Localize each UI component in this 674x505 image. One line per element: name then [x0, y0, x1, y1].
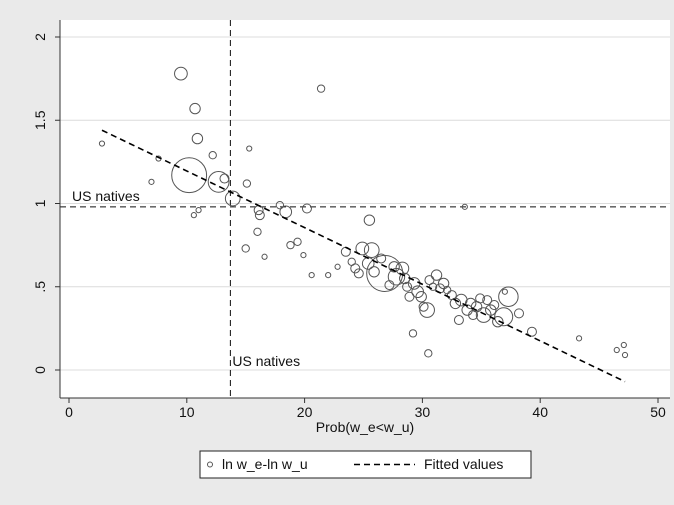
scatter-point — [219, 173, 230, 184]
legend: ln w_e-ln w_u Fitted values — [199, 450, 532, 479]
scatter-point — [308, 271, 315, 279]
scatter-point — [353, 268, 364, 279]
scatter-point — [489, 300, 500, 311]
y-tick-label: 1.5 — [32, 110, 48, 130]
scatter-point — [191, 132, 204, 145]
gridlines — [60, 36, 670, 371]
scatter-point — [189, 102, 201, 115]
scatter-point — [195, 207, 202, 214]
scatter-point — [254, 210, 265, 221]
scatter-point — [174, 66, 188, 81]
scatter-point — [461, 203, 468, 210]
x-tick-label: 10 — [179, 404, 195, 420]
scatter-point — [388, 261, 400, 273]
scatter-point — [430, 269, 443, 281]
x-tick-label: 50 — [650, 404, 666, 420]
scatter-point — [286, 240, 295, 250]
ticks: 0.511.520 10 20 30 40 50 — [32, 33, 666, 420]
scatter-point — [224, 190, 241, 207]
scatter-point — [171, 157, 208, 194]
plot-area — [60, 20, 670, 398]
reference-label-vertical: US natives — [232, 353, 300, 369]
scatter-point — [408, 329, 418, 338]
scatter-point — [334, 263, 341, 270]
y-tick-label: .5 — [32, 281, 48, 293]
scatter-point — [485, 304, 497, 316]
scatter-point — [424, 349, 433, 358]
scatter-point — [275, 200, 285, 210]
legend-label-fitted: Fitted values — [424, 456, 503, 472]
scatter-point — [242, 179, 252, 188]
scatter-point — [261, 253, 268, 260]
y-tick-label: 1 — [32, 199, 48, 207]
scatter-point — [279, 205, 293, 219]
scatter-point — [208, 151, 217, 160]
scatter-point — [402, 281, 413, 292]
scatter-point — [475, 293, 486, 304]
scatter-point — [419, 302, 435, 318]
scatter-point — [575, 335, 583, 342]
scatter-point — [350, 263, 361, 274]
scatter-point — [494, 307, 514, 327]
scatter-point — [620, 341, 627, 349]
x-tick-label: 20 — [297, 404, 313, 420]
legend-label-scatter: ln w_e-ln w_u — [222, 456, 308, 472]
scatter-point — [190, 212, 197, 219]
reference-lines: US natives US natives — [60, 20, 670, 398]
reference-label-horizontal: US natives — [72, 188, 140, 204]
scatter-point — [368, 266, 380, 278]
x-tick-label: 0 — [65, 404, 73, 420]
legend-marker-scatter — [207, 461, 213, 468]
scatter-point — [316, 84, 326, 93]
scatter-point — [293, 237, 302, 246]
x-tick-label: 30 — [415, 404, 431, 420]
scatter-point — [464, 297, 477, 310]
scatter-point — [246, 145, 253, 152]
scatter-point — [482, 295, 493, 306]
scatter-point — [241, 244, 250, 253]
scatter-point — [363, 242, 380, 258]
scatter-point — [415, 291, 427, 303]
scatter-point — [498, 286, 519, 307]
x-axis-title: Prob(w_e<w_u) — [316, 419, 414, 435]
scatter-point — [492, 316, 504, 328]
y-tick-label: 2 — [32, 33, 48, 41]
y-tick-label: 0 — [32, 366, 48, 374]
scatter-point — [355, 241, 370, 256]
x-tick-label: 40 — [532, 404, 548, 420]
scatter-point — [325, 271, 332, 279]
scatter-point — [621, 351, 629, 359]
scatter-point — [363, 214, 376, 226]
scatter-point — [301, 203, 312, 214]
scatter-point — [513, 308, 524, 319]
scatter-point — [418, 301, 429, 312]
fitted-line — [101, 129, 626, 383]
scatter-point — [526, 326, 537, 337]
scatter-point — [376, 253, 387, 264]
scatter-point — [148, 178, 155, 185]
scatter-point — [501, 288, 508, 295]
scatter-point — [207, 170, 230, 193]
axes — [59, 20, 670, 399]
scatter-point — [453, 315, 464, 326]
scatter-point — [98, 140, 106, 147]
scatter-point — [613, 346, 620, 354]
scatter-point — [253, 227, 262, 236]
fitted-line-layer — [101, 129, 626, 383]
scatter-point — [300, 252, 307, 259]
